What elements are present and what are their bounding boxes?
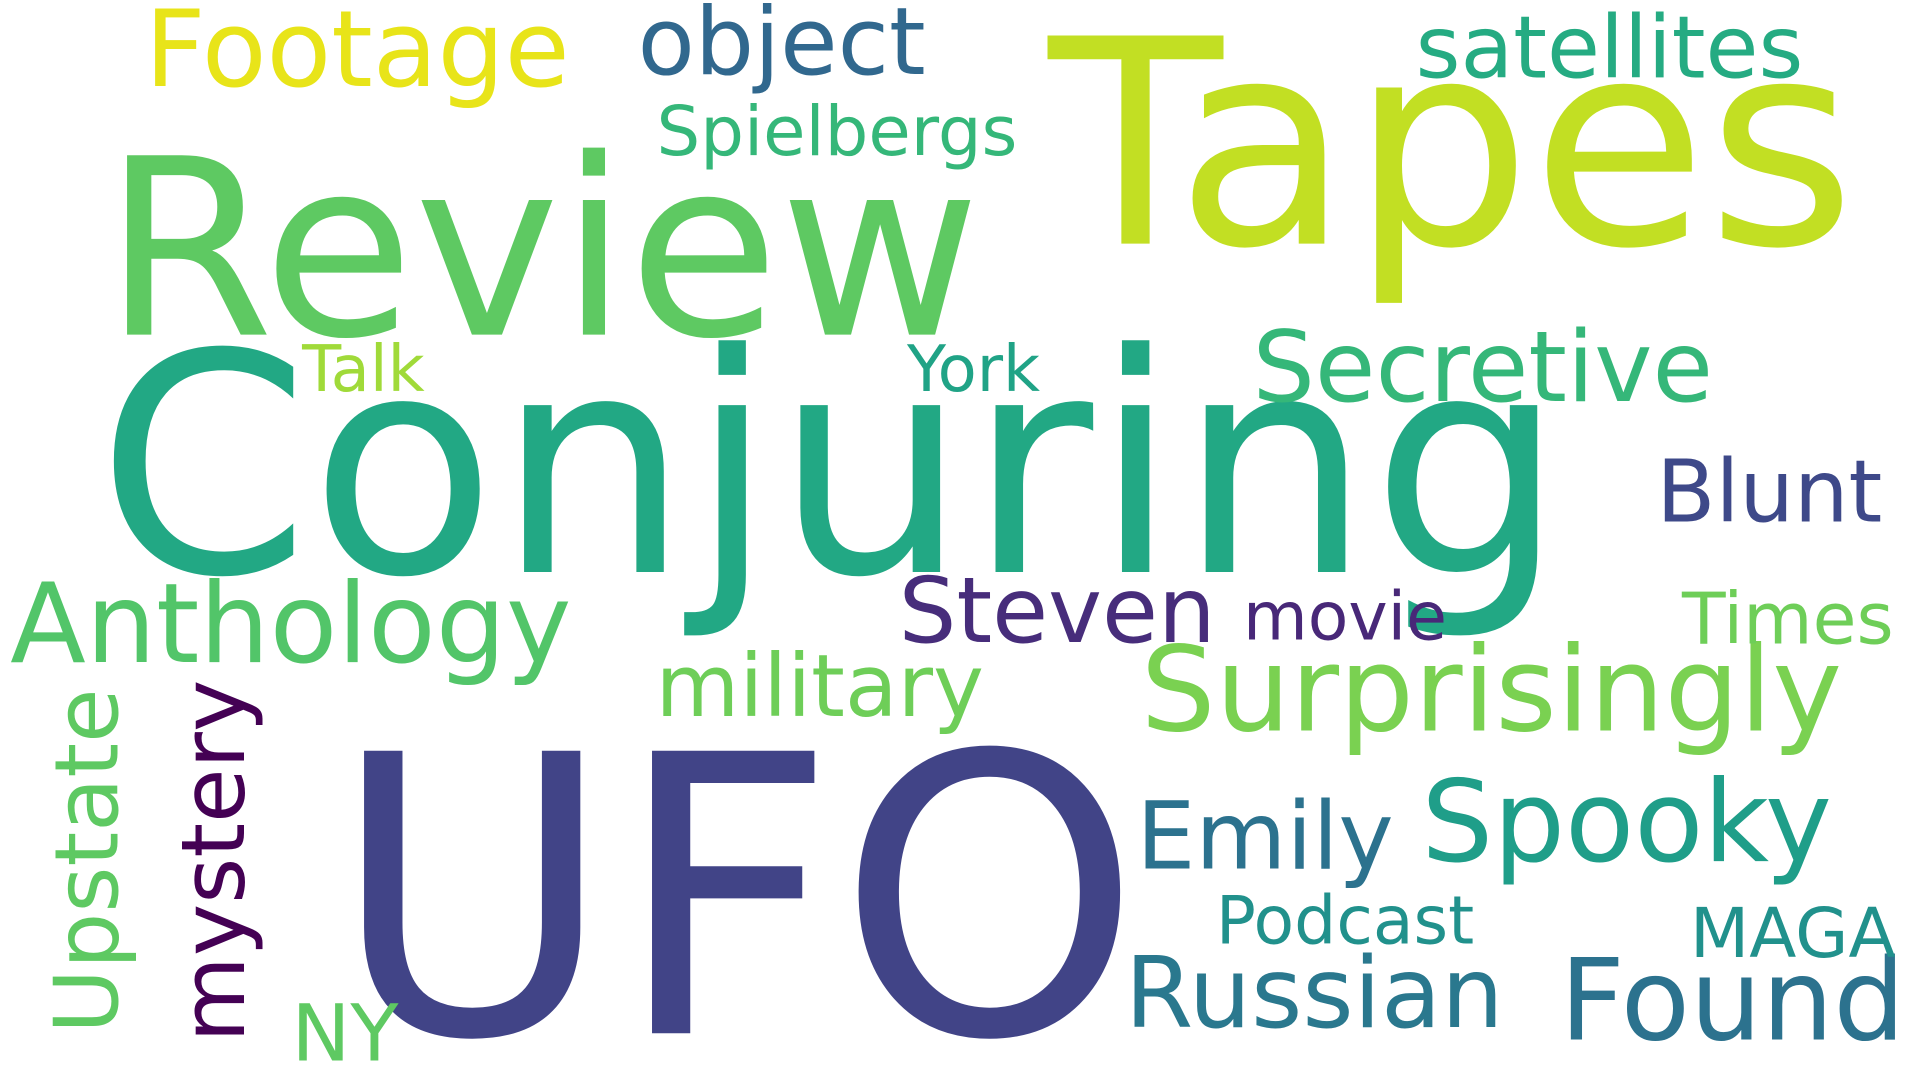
word-ny: NY [291,987,399,1079]
word-talk: Talk [301,333,424,407]
word-blunt: Blunt [1656,443,1882,543]
word-york: York [906,333,1040,407]
word-conjuring: Conjuring [97,289,1565,644]
word-maga: MAGA [1690,894,1896,974]
word-spooky: Spooky [1421,756,1832,888]
word-mystery: mystery [162,680,265,1043]
word-review: Review [103,108,981,394]
word-satellites: satellites [1416,0,1804,98]
word-emily: Emily [1136,782,1393,891]
word-spielbergs: Spielbergs [657,92,1018,172]
word-footage: Footage [145,0,570,111]
word-ufo: UFO [330,674,1141,1080]
word-military: military [656,637,985,737]
word-podcast: Podcast [1216,881,1474,959]
word-object: object [638,0,926,97]
word-secretive: Secretive [1252,311,1713,425]
word-movie: movie [1243,578,1447,656]
word-russian: Russian [1125,937,1504,1051]
word-steven: Steven [899,559,1216,664]
word-found: Found [1560,934,1906,1066]
word-upstate: Upstate [35,688,138,1033]
word-times: Times [1681,577,1894,660]
word-tapes: Tapes [1044,0,1856,312]
word-surprisingly: Surprisingly [1141,621,1842,759]
word-anthology: Anthology [10,560,571,689]
